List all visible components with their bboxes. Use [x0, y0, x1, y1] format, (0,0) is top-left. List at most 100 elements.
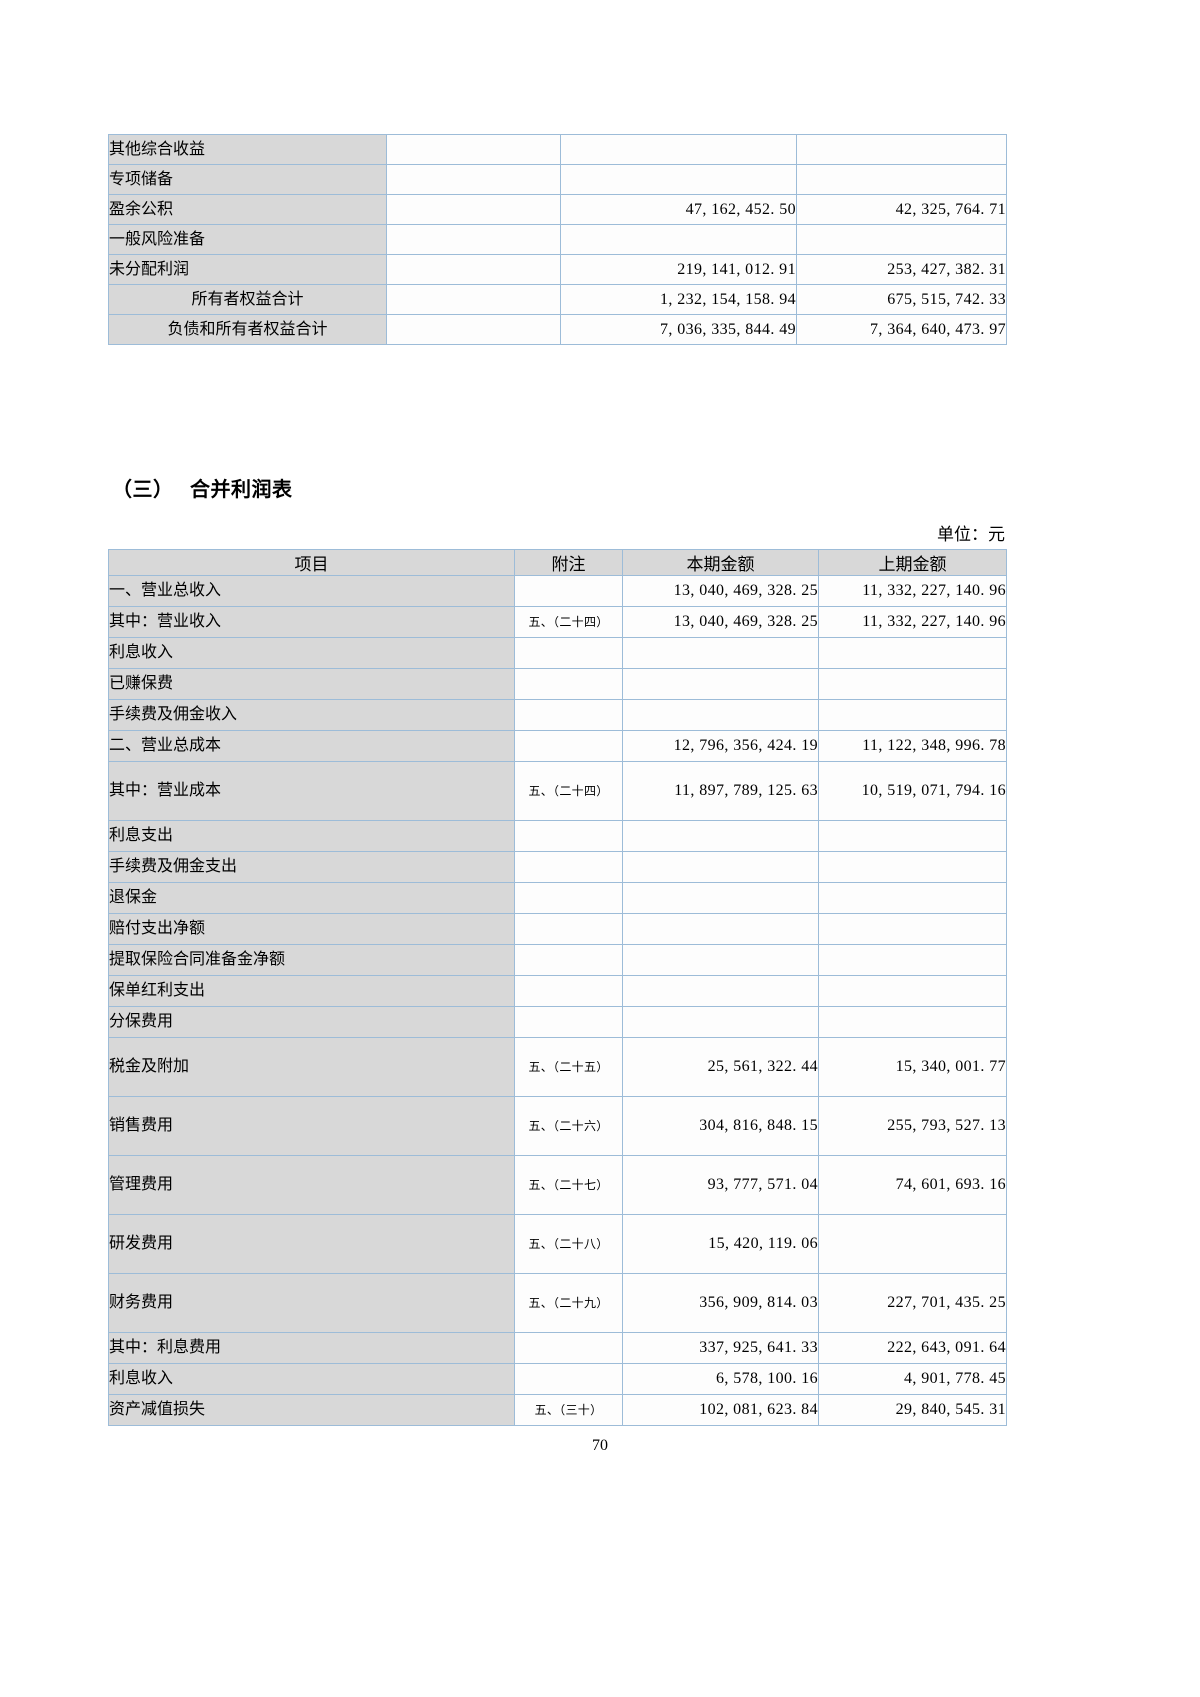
- row-previous-amount: [818, 637, 1007, 669]
- row-previous-amount: 4, 901, 778. 45: [818, 1363, 1007, 1395]
- table-row: 手续费及佣金收入: [108, 699, 1007, 731]
- table-row: 管理费用 五、（二十七） 93, 777, 571. 04 74, 601, 693.…: [108, 1155, 1007, 1215]
- row-note-reference: [386, 254, 561, 285]
- row-previous-amount: [818, 851, 1007, 883]
- row-note-reference: [386, 314, 561, 345]
- table-row: 利息收入 6, 578, 100. 16 4, 901, 778. 45: [108, 1363, 1007, 1395]
- row-label: 其中：营业收入: [108, 606, 515, 638]
- row-note-reference: 五、（二十八）: [514, 1214, 623, 1274]
- row-current-amount: 356, 909, 814. 03: [622, 1273, 819, 1333]
- row-current-amount: 219, 141, 012. 91: [560, 254, 797, 285]
- row-note-reference: 五、（二十七）: [514, 1155, 623, 1215]
- row-label: 销售费用: [108, 1096, 515, 1156]
- row-previous-amount: [818, 699, 1007, 731]
- row-current-amount: 6, 578, 100. 16: [622, 1363, 819, 1395]
- row-previous-amount: [818, 1214, 1007, 1274]
- table-row: 销售费用 五、（二十六） 304, 816, 848. 15 255, 793, 52…: [108, 1096, 1007, 1156]
- row-note-reference: 五、（二十四）: [514, 606, 623, 638]
- row-note-reference: 五、（三十）: [514, 1394, 623, 1426]
- section-heading-number: （三）: [112, 479, 174, 501]
- row-current-amount: 337, 925, 641. 33: [622, 1332, 819, 1364]
- table-row: 赔付支出净额: [108, 913, 1007, 945]
- table-row: 税金及附加 五、（二十五） 25, 561, 322. 44 15, 340, 001…: [108, 1037, 1007, 1097]
- row-label: 退保金: [108, 882, 515, 914]
- row-previous-amount: 11, 122, 348, 996. 78: [818, 730, 1007, 762]
- row-label: 税金及附加: [108, 1037, 515, 1097]
- row-current-amount: 1, 232, 154, 158. 94: [560, 284, 797, 315]
- row-note-reference: [514, 637, 623, 669]
- row-previous-amount: [796, 164, 1007, 195]
- row-label: 手续费及佣金收入: [108, 699, 515, 731]
- row-previous-amount: 11, 332, 227, 140. 96: [818, 606, 1007, 638]
- table-row: 退保金: [108, 882, 1007, 914]
- row-label: 其中：营业成本: [108, 761, 515, 821]
- row-label: 利息支出: [108, 820, 515, 852]
- row-previous-amount: 42, 325, 764. 71: [796, 194, 1007, 225]
- row-label: 资产减值损失: [108, 1394, 515, 1426]
- row-label: 赔付支出净额: [108, 913, 515, 945]
- row-label: 分保费用: [108, 1006, 515, 1038]
- income-statement-table: 项目 附注 本期金额 上期金额 一、营业总收入 13, 040, 469, 328…: [108, 549, 1007, 1426]
- row-label: 保单红利支出: [108, 975, 515, 1007]
- row-current-amount: 12, 796, 356, 424. 19: [622, 730, 819, 762]
- table-row: 已赚保费: [108, 668, 1007, 700]
- table-row: 资产减值损失 五、（三十） 102, 081, 623. 84 29, 840, 54…: [108, 1394, 1007, 1426]
- row-note-reference: 五、（二十五）: [514, 1037, 623, 1097]
- table-row: 一、营业总收入 13, 040, 469, 328. 25 11, 332, 227…: [108, 575, 1007, 607]
- row-previous-amount: 7, 364, 640, 473. 97: [796, 314, 1007, 345]
- row-current-amount: 7, 036, 335, 844. 49: [560, 314, 797, 345]
- table-row: 未分配利润 219, 141, 012. 91 253, 427, 382. 31: [108, 254, 1007, 285]
- row-current-amount: [560, 224, 797, 255]
- unit-note: 单位：元: [937, 525, 1005, 544]
- row-current-amount: 47, 162, 452. 50: [560, 194, 797, 225]
- row-current-amount: [622, 851, 819, 883]
- row-current-amount: [622, 637, 819, 669]
- row-current-amount: [622, 820, 819, 852]
- table-row: 盈余公积 47, 162, 452. 50 42, 325, 764. 71: [108, 194, 1007, 225]
- income-statement-header: 项目 附注 本期金额 上期金额: [108, 549, 1007, 576]
- table-row: 利息收入: [108, 637, 1007, 669]
- row-previous-amount: 29, 840, 545. 31: [818, 1394, 1007, 1426]
- row-current-amount: [560, 164, 797, 195]
- section-heading: （三） 合并利润表: [112, 473, 293, 502]
- column-header-previous-amount: 上期金额: [818, 549, 1007, 576]
- row-current-amount: [622, 1006, 819, 1038]
- row-note-reference: [514, 575, 623, 607]
- row-previous-amount: [818, 1006, 1007, 1038]
- table-row: 财务费用 五、（二十九） 356, 909, 814. 03 227, 701, 43…: [108, 1273, 1007, 1333]
- row-label: 一般风险准备: [108, 224, 387, 255]
- row-current-amount: [622, 975, 819, 1007]
- row-note-reference: [386, 134, 561, 165]
- row-current-amount: [622, 668, 819, 700]
- row-previous-amount: [796, 224, 1007, 255]
- table-row: 其中：营业收入 五、（二十四） 13, 040, 469, 328. 25 11, 3…: [108, 606, 1007, 638]
- table-row: 分保费用: [108, 1006, 1007, 1038]
- row-previous-amount: [818, 820, 1007, 852]
- row-previous-amount: 15, 340, 001. 77: [818, 1037, 1007, 1097]
- row-previous-amount: 11, 332, 227, 140. 96: [818, 575, 1007, 607]
- row-note-reference: [514, 1332, 623, 1364]
- row-current-amount: [622, 699, 819, 731]
- table-row: 所有者权益合计 1, 232, 154, 158. 94 675, 515, 742…: [108, 284, 1007, 315]
- table-row: 其他综合收益: [108, 134, 1007, 165]
- row-current-amount: 15, 420, 119. 06: [622, 1214, 819, 1274]
- row-previous-amount: [818, 975, 1007, 1007]
- row-label: 所有者权益合计: [108, 284, 387, 315]
- row-label: 研发费用: [108, 1214, 515, 1274]
- table-row: 研发费用 五、（二十八） 15, 420, 119. 06: [108, 1214, 1007, 1274]
- row-previous-amount: 675, 515, 742. 33: [796, 284, 1007, 315]
- table-row: 保单红利支出: [108, 975, 1007, 1007]
- row-current-amount: 13, 040, 469, 328. 25: [622, 606, 819, 638]
- row-previous-amount: 253, 427, 382. 31: [796, 254, 1007, 285]
- table-row: 一般风险准备: [108, 224, 1007, 255]
- row-label: 手续费及佣金支出: [108, 851, 515, 883]
- table-row: 负债和所有者权益合计 7, 036, 335, 844. 49 7, 364, 64…: [108, 314, 1007, 345]
- row-note-reference: 五、（二十六）: [514, 1096, 623, 1156]
- column-header-item: 项目: [108, 549, 515, 576]
- row-previous-amount: [796, 134, 1007, 165]
- row-previous-amount: 222, 643, 091. 64: [818, 1332, 1007, 1364]
- row-current-amount: 11, 897, 789, 125. 63: [622, 761, 819, 821]
- row-label: 已赚保费: [108, 668, 515, 700]
- table-row: 其中：利息费用 337, 925, 641. 33 222, 643, 091. 6…: [108, 1332, 1007, 1364]
- row-label: 财务费用: [108, 1273, 515, 1333]
